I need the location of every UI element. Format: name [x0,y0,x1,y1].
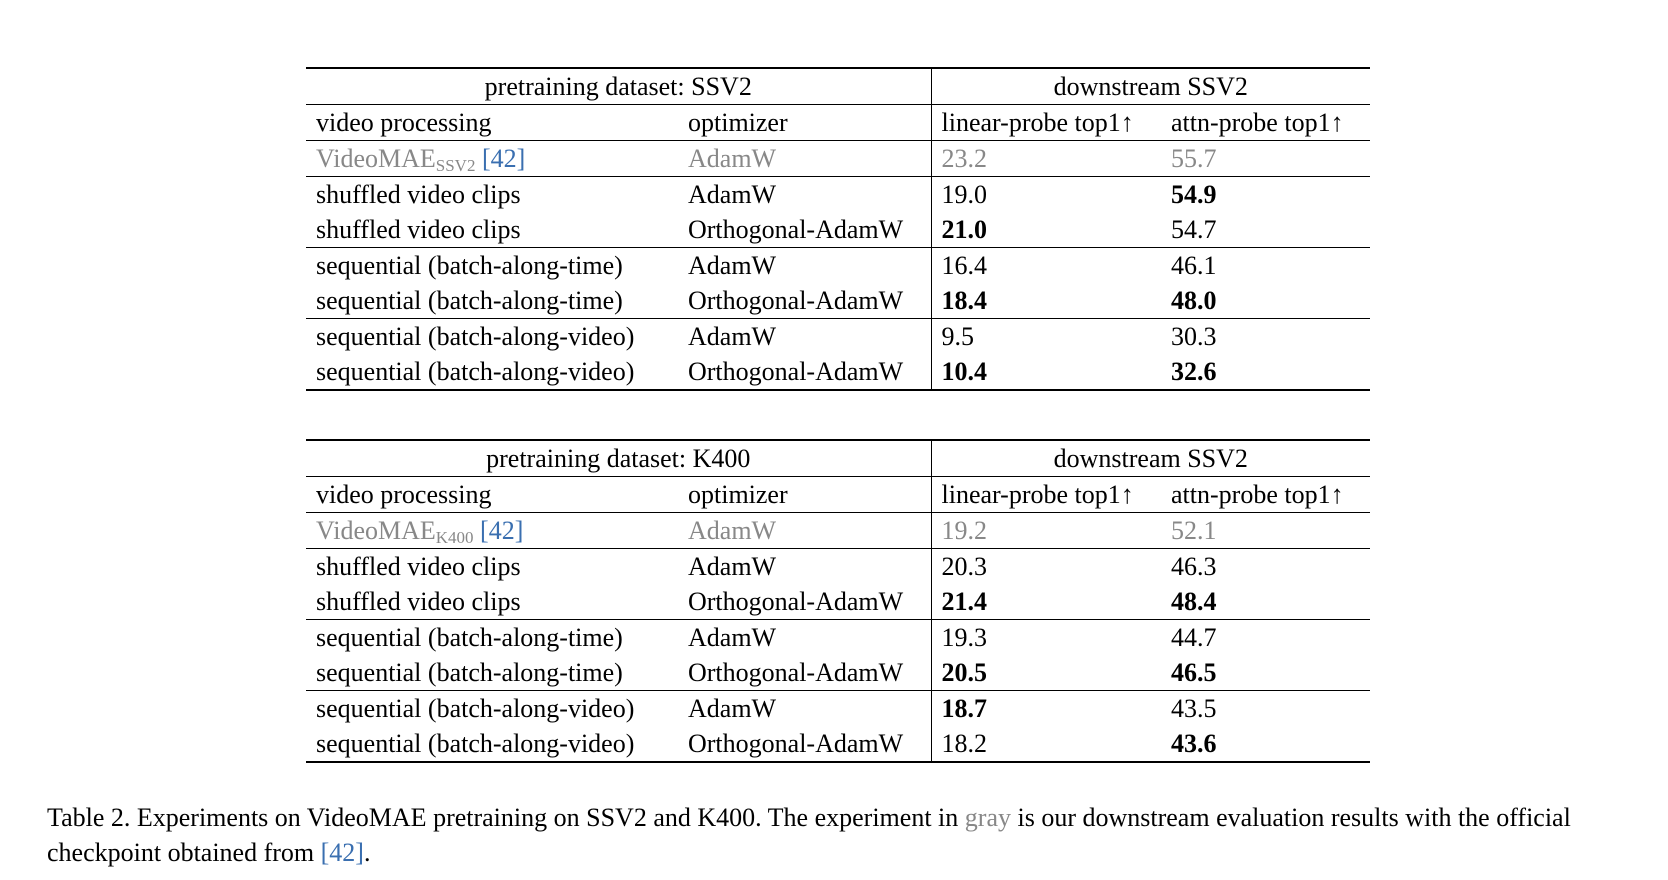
downstream-header: downstream SSV2 [931,439,1371,477]
col-header-optimizer: optimizer [678,104,932,141]
col-header-video-processing: video processing [306,476,678,513]
col-header-attn-probe: attn-probe top1↑ [1161,104,1370,141]
table-row: sequential (batch-along-video) Orthogona… [306,354,1370,391]
baseline-method: VideoMAEK400 [42] [306,512,678,549]
table-row: sequential (batch-along-time) AdamW 19.3… [306,619,1370,655]
table-row: sequential (batch-along-time) Orthogonal… [306,283,1370,319]
table-row: sequential (batch-along-time) Orthogonal… [306,655,1371,691]
citation-link[interactable]: [42] [481,143,526,173]
col-header-optimizer: optimizer [678,476,932,513]
table-caption: Table 2. Experiments on VideoMAE pretrai… [47,803,1571,867]
pretrain-header: pretraining dataset: SSV2 [306,67,932,105]
table-row: sequential (batch-along-video) Orthogona… [306,726,1371,763]
gray-word: gray [964,803,1011,832]
col-header-linear-probe: linear-probe top1↑ [931,476,1162,513]
baseline-method: VideoMAESSV2 [42] [306,140,678,177]
table-row: shuffled video clips AdamW 20.3 46.3 [306,548,1370,584]
table-row: sequential (batch-along-video) AdamW 9.5… [306,318,1370,354]
results-table-k400: pretraining dataset: K400 downstream SSV… [306,439,1371,763]
table-row: sequential (batch-along-video) AdamW 18.… [306,690,1370,726]
col-header-video-processing: video processing [306,104,678,141]
col-header-attn-probe: attn-probe top1↑ [1161,476,1371,513]
results-table-ssv2: pretraining dataset: SSV2 downstream SSV… [306,67,1370,391]
citation-link[interactable]: [42] [480,515,524,545]
table-row: shuffled video clips AdamW 19.0 54.9 [306,176,1370,212]
table-row: shuffled video clips Orthogonal-AdamW 21… [306,212,1370,248]
table-row: shuffled video clips Orthogonal-AdamW 21… [306,584,1371,620]
baseline-row: VideoMAESSV2 [42] AdamW 23.2 55.7 [306,140,1370,177]
table-row: sequential (batch-along-time) AdamW 16.4… [306,247,1370,283]
downstream-header: downstream SSV2 [931,67,1370,105]
col-header-linear-probe: linear-probe top1↑ [931,104,1161,141]
baseline-row: VideoMAEK400 [42] AdamW 19.2 52.1 [306,512,1371,549]
citation-link[interactable]: [42] [320,838,364,867]
pretrain-header: pretraining dataset: K400 [306,439,932,477]
